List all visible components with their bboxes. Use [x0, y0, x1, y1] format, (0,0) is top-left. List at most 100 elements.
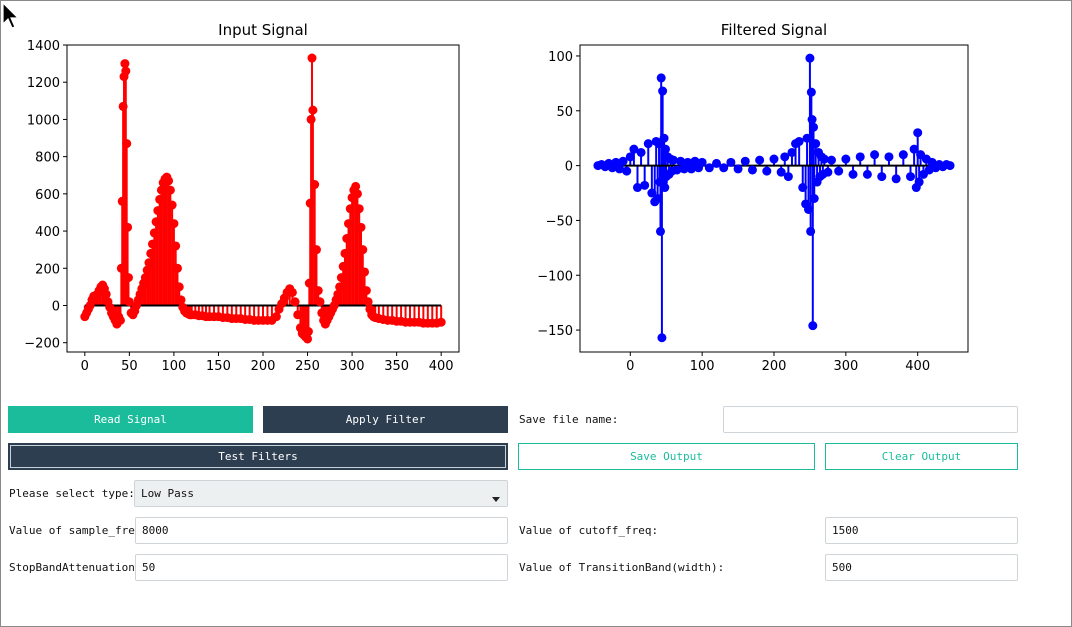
input-marker — [123, 273, 133, 283]
read-signal-button[interactable]: Read Signal — [8, 406, 253, 433]
filtered-marker — [611, 157, 621, 167]
filtered-marker — [762, 166, 772, 176]
input-marker — [144, 258, 154, 268]
filtered-ytick-label: 50 — [556, 105, 573, 120]
filtered-marker — [656, 73, 666, 83]
input-marker — [352, 189, 362, 199]
input-marker — [303, 327, 313, 337]
sample-freq-label: Value of sample_freq: — [9, 524, 149, 537]
input-marker — [363, 297, 373, 307]
input-marker — [287, 287, 297, 297]
filter-type-select[interactable]: Low Pass — [134, 480, 508, 507]
filtered-marker — [740, 156, 750, 166]
filtered-marker — [870, 150, 880, 160]
input-marker — [164, 176, 174, 186]
input-marker — [122, 139, 132, 149]
test-filters-button[interactable]: Test Filters — [8, 443, 508, 470]
filtered-marker — [783, 172, 793, 182]
input-marker — [336, 273, 346, 283]
input-marker — [354, 204, 364, 214]
input-marker — [436, 317, 446, 327]
stopband-attenuation-label: StopBandAttenuation: — [9, 561, 142, 574]
input-marker — [117, 196, 127, 206]
save-output-button[interactable]: Save Output — [518, 443, 815, 470]
filtered-marker — [697, 157, 707, 167]
filtered-marker — [906, 172, 916, 182]
input-ytick-label: 1200 — [27, 76, 60, 91]
filtered-marker — [898, 150, 908, 160]
filtered-marker — [622, 166, 632, 176]
filtered-marker — [909, 144, 919, 154]
input-marker — [361, 286, 371, 296]
filtered-marker — [806, 226, 816, 236]
input-marker — [142, 265, 152, 275]
filtered-marker — [676, 156, 686, 166]
input-marker — [165, 185, 175, 195]
cutoff-freq-input[interactable]: 1500 — [825, 517, 1018, 544]
input-marker — [333, 289, 343, 299]
input-ytick-label: 1000 — [27, 113, 60, 128]
transition-band-label: Value of TransitionBand(width): — [519, 561, 725, 574]
input-marker — [310, 180, 320, 190]
input-marker — [169, 219, 179, 229]
sample-freq-input[interactable]: 8000 — [135, 517, 508, 544]
input-xtick-label: 50 — [121, 359, 138, 374]
chevron-down-icon — [492, 497, 500, 502]
input-marker — [148, 239, 158, 249]
filtered-marker — [690, 156, 700, 166]
filtered-marker — [794, 136, 804, 146]
filtered-marker — [819, 154, 829, 164]
input-marker — [317, 308, 327, 318]
input-marker — [123, 222, 133, 232]
filtered-axes-frame — [579, 44, 969, 353]
input-marker — [121, 66, 131, 76]
filtered-marker — [811, 139, 821, 149]
filtered-plot-title: Filtered Signal — [720, 21, 828, 39]
input-xtick-label: 350 — [384, 359, 409, 374]
input-marker — [308, 105, 318, 115]
input-marker — [293, 310, 303, 320]
clear-output-button[interactable]: Clear Output — [825, 443, 1018, 470]
input-xtick-label: 400 — [429, 359, 454, 374]
input-marker — [313, 286, 323, 296]
filtered-marker — [755, 155, 765, 165]
input-marker — [335, 282, 345, 292]
input-xtick-label: 100 — [161, 359, 186, 374]
stopband-attenuation-input[interactable]: 50 — [135, 554, 508, 581]
input-marker — [101, 289, 111, 299]
filtered-xtick-label: 0 — [626, 359, 634, 374]
save-file-name-input[interactable] — [723, 406, 1018, 433]
filtered-marker — [629, 144, 639, 154]
input-xtick-label: 250 — [295, 359, 320, 374]
transition-band-input[interactable]: 500 — [825, 554, 1018, 581]
input-xtick-label: 150 — [206, 359, 231, 374]
input-marker — [172, 263, 182, 273]
input-marker — [305, 198, 315, 208]
filtered-marker — [945, 161, 955, 171]
filtered-marker — [823, 167, 833, 177]
input-marker — [306, 114, 316, 124]
filtered-ytick-label: 0 — [565, 160, 573, 175]
filtered-marker — [808, 321, 818, 331]
apply-filter-button[interactable]: Apply Filter — [263, 406, 508, 433]
filtered-marker — [807, 115, 817, 125]
input-ytick-label: 600 — [35, 188, 60, 203]
input-marker — [171, 241, 181, 251]
input-marker — [153, 206, 163, 216]
filtered-marker — [640, 180, 650, 190]
filtered-ytick-label: −100 — [537, 269, 573, 284]
filtered-marker — [862, 169, 872, 179]
input-marker — [149, 228, 159, 238]
filtered-marker — [809, 122, 819, 132]
input-marker — [140, 273, 150, 283]
filtered-signal-plot: 0 100 200 300 400 −150 −100 −50 0 50 100 — [537, 44, 969, 374]
filtered-marker — [803, 204, 813, 214]
input-marker — [120, 59, 130, 69]
filtered-marker — [891, 174, 901, 184]
filtered-marker — [686, 164, 696, 174]
filtered-xtick-label: 200 — [762, 359, 787, 374]
input-marker — [304, 278, 314, 288]
filtered-marker — [776, 167, 786, 177]
filtered-marker — [884, 152, 894, 162]
input-marker — [351, 181, 361, 191]
